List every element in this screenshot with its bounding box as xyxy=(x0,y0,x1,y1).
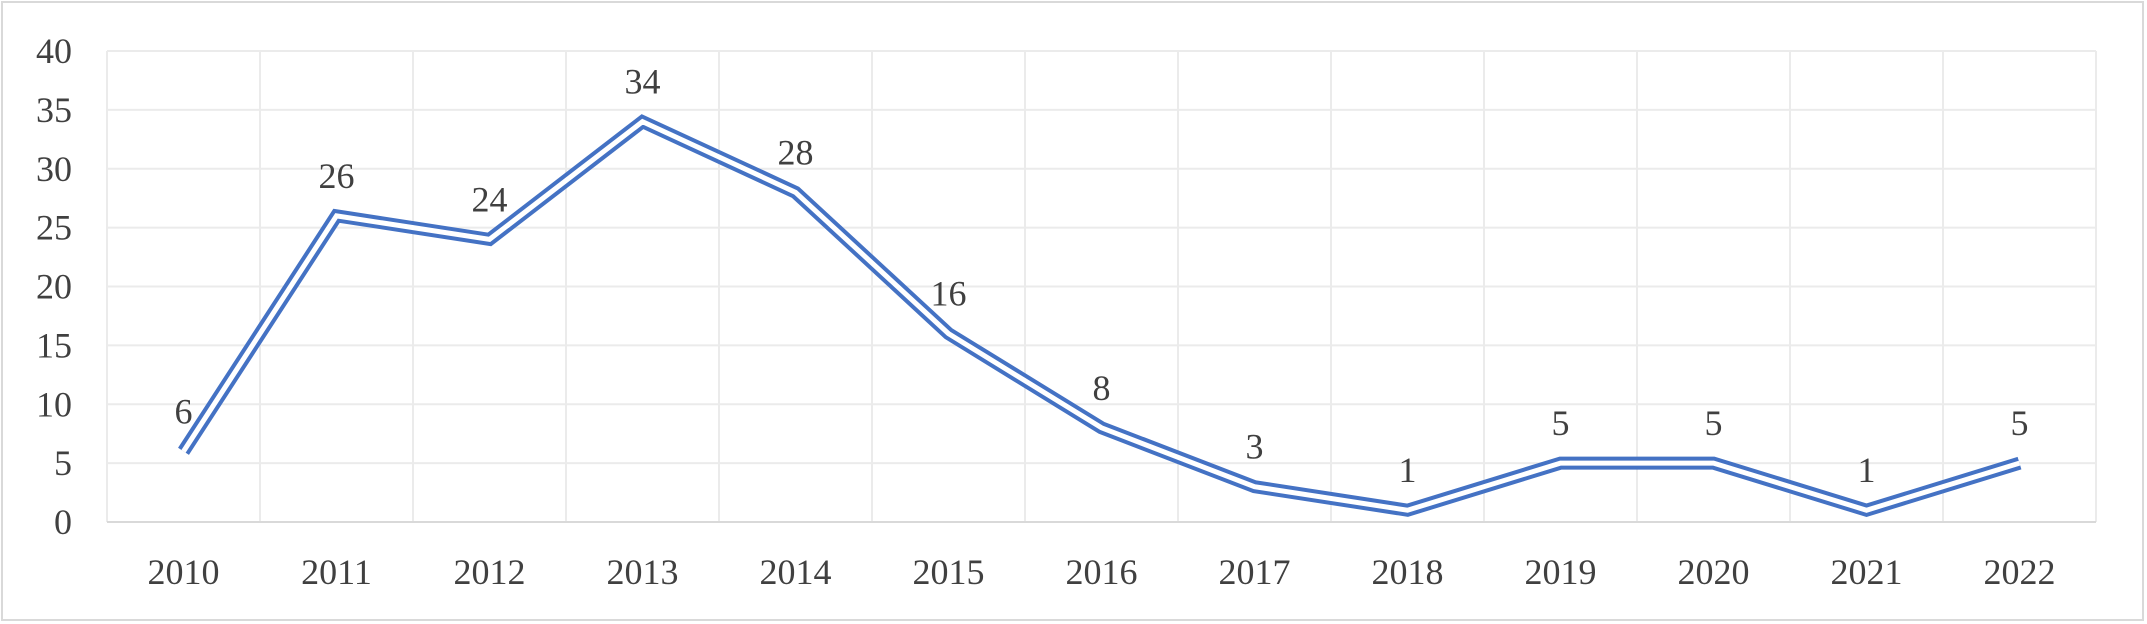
x-tick-label: 2014 xyxy=(760,552,832,592)
y-tick-label: 5 xyxy=(54,443,72,483)
y-tick-label: 35 xyxy=(36,90,72,130)
data-label: 24 xyxy=(472,179,508,219)
data-label: 1 xyxy=(1858,450,1876,490)
y-tick-label: 20 xyxy=(36,267,72,307)
data-label: 16 xyxy=(931,274,967,314)
x-axis: 2010 2011 2012 2013 2014 2015 2016 2017 2018 2019… xyxy=(107,521,2096,592)
data-label: 28 xyxy=(778,132,814,172)
y-tick-label: 25 xyxy=(36,208,72,248)
y-tick-label: 10 xyxy=(36,384,72,424)
x-tick-label: 2013 xyxy=(607,552,679,592)
x-tick-label: 2019 xyxy=(1525,552,1597,592)
y-tick-label: 40 xyxy=(36,31,72,71)
y-tick-label: 0 xyxy=(54,502,72,542)
x-tick-label: 2010 xyxy=(148,552,220,592)
data-label: 3 xyxy=(1246,427,1264,467)
data-label: 1 xyxy=(1399,450,1417,490)
x-tick-label: 2022 xyxy=(1984,552,2056,592)
x-tick-label: 2020 xyxy=(1678,552,1750,592)
series-line xyxy=(178,114,2022,518)
gridlines xyxy=(106,50,2097,523)
data-label: 8 xyxy=(1093,368,1111,408)
y-tick-label: 15 xyxy=(36,325,72,365)
data-label: 34 xyxy=(625,62,661,102)
x-tick-label: 2011 xyxy=(301,552,372,592)
x-tick-label: 2015 xyxy=(913,552,985,592)
y-axis: 0 5 10 15 20 25 30 35 40 xyxy=(36,31,72,542)
data-label: 26 xyxy=(319,156,355,196)
y-tick-label: 30 xyxy=(36,149,72,189)
x-tick-label: 2018 xyxy=(1372,552,1444,592)
data-label: 6 xyxy=(175,391,193,431)
data-label: 5 xyxy=(1705,403,1723,443)
x-tick-label: 2021 xyxy=(1831,552,1903,592)
series-line-inner xyxy=(181,118,2021,513)
data-label: 5 xyxy=(2011,403,2029,443)
series-line-outer xyxy=(178,114,2022,518)
x-tick-label: 2012 xyxy=(454,552,526,592)
x-tick-label: 2016 xyxy=(1066,552,1138,592)
data-label: 5 xyxy=(1552,403,1570,443)
x-tick-label: 2017 xyxy=(1219,552,1291,592)
data-labels: 6 26 24 34 28 16 8 3 1 5 5 1 5 xyxy=(175,62,2029,491)
